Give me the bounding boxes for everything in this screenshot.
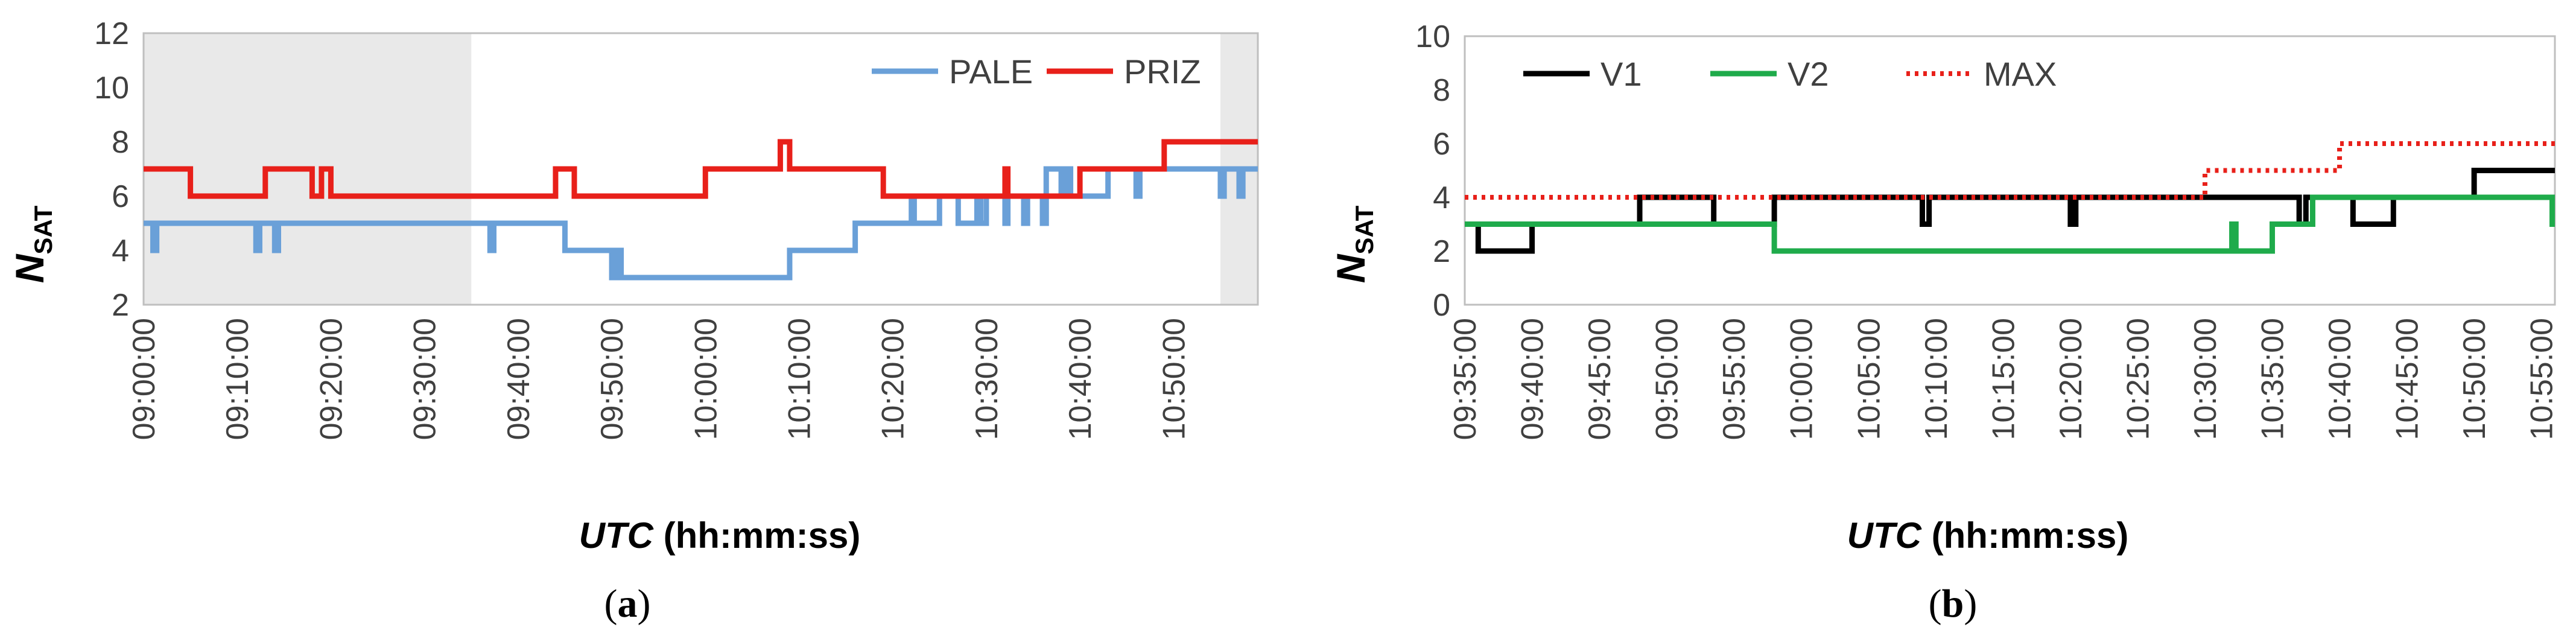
b-ytick-label: 0 bbox=[1433, 288, 1450, 323]
a-caption-letter: a bbox=[618, 582, 638, 626]
b-ytick-label: 8 bbox=[1433, 73, 1450, 108]
b-ylabel-main: N bbox=[1328, 253, 1373, 283]
b-yticks: 0 2 4 6 8 10 bbox=[1415, 19, 1450, 323]
b-legend-label-v1: V1 bbox=[1600, 55, 1642, 93]
a-xtick-label: 09:10:00 bbox=[220, 318, 255, 440]
b-xtick-label: 09:55:00 bbox=[1717, 318, 1752, 440]
a-xtick-label: 10:20:00 bbox=[876, 318, 911, 440]
a-xlabel-rest: (hh:mm:ss) bbox=[653, 515, 860, 556]
b-xtick-label: 09:40:00 bbox=[1515, 318, 1550, 440]
b-xtick-label: 10:40:00 bbox=[2323, 318, 2358, 440]
b-ytick-label: 10 bbox=[1415, 19, 1450, 54]
a-ytick-label: 6 bbox=[112, 179, 129, 214]
a-ylabel-sub: SAT bbox=[29, 205, 57, 254]
a-xtick-label: 10:10:00 bbox=[782, 318, 817, 440]
b-series bbox=[1465, 141, 2555, 254]
b-caption-open: ( bbox=[1929, 582, 1942, 626]
a-xtick-label: 09:50:00 bbox=[595, 318, 630, 440]
a-caption: (a) bbox=[604, 582, 651, 626]
b-series-line-v2 bbox=[1465, 194, 2555, 254]
b-xtick-label: 09:45:00 bbox=[1582, 318, 1617, 440]
panel-b: 0 2 4 6 8 10 09:35:00 09:40:00 09:45:00 09:50:00… bbox=[1328, 19, 2560, 626]
a-ylabel: NSAT bbox=[7, 205, 57, 283]
b-xtick-label: 09:50:00 bbox=[1650, 318, 1685, 440]
a-legend-label-pale: PALE bbox=[949, 52, 1033, 91]
b-caption: (b) bbox=[1929, 582, 1978, 626]
a-legend: PALE PRIZ bbox=[872, 52, 1201, 91]
b-legend: V1 V2 MAX bbox=[1523, 55, 2057, 93]
panel-a: 2 4 6 8 10 12 09:00:00 09:10:00 09:20:00 09:30:0… bbox=[7, 16, 1259, 626]
b-ylabel-sub: SAT bbox=[1350, 205, 1378, 254]
a-legend-label-priz: PRIZ bbox=[1124, 52, 1201, 91]
a-xtick-label: 10:50:00 bbox=[1156, 318, 1191, 440]
b-legend-label-v2: V2 bbox=[1788, 55, 1829, 93]
b-xtick-label: 10:50:00 bbox=[2457, 318, 2492, 440]
a-ytick-label: 2 bbox=[112, 288, 129, 323]
a-caption-close: ) bbox=[638, 582, 651, 626]
b-xtick-label: 10:20:00 bbox=[2054, 318, 2089, 440]
b-xtick-label: 10:05:00 bbox=[1851, 318, 1886, 440]
b-series-line-v1 bbox=[1465, 168, 2555, 254]
b-legend-label-max: MAX bbox=[1984, 55, 2057, 93]
b-xtick-label: 10:35:00 bbox=[2256, 318, 2291, 440]
a-yticks: 2 4 6 8 10 12 bbox=[94, 16, 129, 323]
b-series-line-max bbox=[1465, 141, 2555, 200]
b-xtick-label: 10:45:00 bbox=[2390, 318, 2425, 440]
b-ylabel: NSAT bbox=[1328, 205, 1378, 283]
b-xtick-label: 10:15:00 bbox=[1986, 318, 2021, 440]
a-series bbox=[144, 139, 1258, 281]
a-ytick-label: 12 bbox=[94, 16, 129, 51]
b-ytick-label: 4 bbox=[1433, 180, 1450, 215]
a-xtick-label: 10:30:00 bbox=[969, 318, 1004, 440]
a-ylabel-main: N bbox=[7, 253, 52, 283]
a-xlabel-italic: UTC bbox=[579, 515, 655, 556]
b-xtick-label: 10:55:00 bbox=[2525, 318, 2560, 440]
a-xticks: 09:00:00 09:10:00 09:20:00 09:30:00 09:40:00… bbox=[127, 318, 1191, 440]
b-xtick-label: 10:25:00 bbox=[2121, 318, 2156, 440]
a-xtick-label: 10:40:00 bbox=[1063, 318, 1098, 440]
a-xtick-label: 09:40:00 bbox=[501, 318, 536, 440]
b-xtick-label: 09:35:00 bbox=[1448, 318, 1483, 440]
a-xtick-label: 09:20:00 bbox=[314, 318, 349, 440]
a-xlabel: UTC (hh:mm:ss) bbox=[579, 515, 861, 556]
a-ytick-label: 10 bbox=[94, 71, 129, 106]
b-xtick-label: 10:10:00 bbox=[1919, 318, 1954, 440]
b-xlabel-rest: (hh:mm:ss) bbox=[1921, 515, 2128, 556]
b-caption-letter: b bbox=[1942, 582, 1964, 626]
b-xticks: 09:35:00 09:40:00 09:45:00 09:50:00 09:55:00… bbox=[1448, 318, 2560, 440]
a-ytick-label: 8 bbox=[112, 125, 129, 160]
b-ytick-label: 6 bbox=[1433, 127, 1450, 162]
a-caption-open: ( bbox=[604, 582, 618, 626]
b-ytick-label: 2 bbox=[1433, 234, 1450, 269]
a-xtick-label: 10:00:00 bbox=[688, 318, 723, 440]
a-ytick-label: 4 bbox=[112, 234, 129, 269]
a-xtick-label: 09:30:00 bbox=[408, 318, 443, 440]
a-series-line-priz bbox=[144, 139, 1258, 199]
b-xtick-label: 10:30:00 bbox=[2188, 318, 2223, 440]
b-caption-close: ) bbox=[1964, 582, 1977, 626]
b-xtick-label: 10:00:00 bbox=[1784, 318, 1819, 440]
a-xtick-label: 09:00:00 bbox=[127, 318, 162, 440]
b-xlabel-italic: UTC bbox=[1847, 515, 1923, 556]
b-xlabel: UTC (hh:mm:ss) bbox=[1847, 515, 2129, 556]
